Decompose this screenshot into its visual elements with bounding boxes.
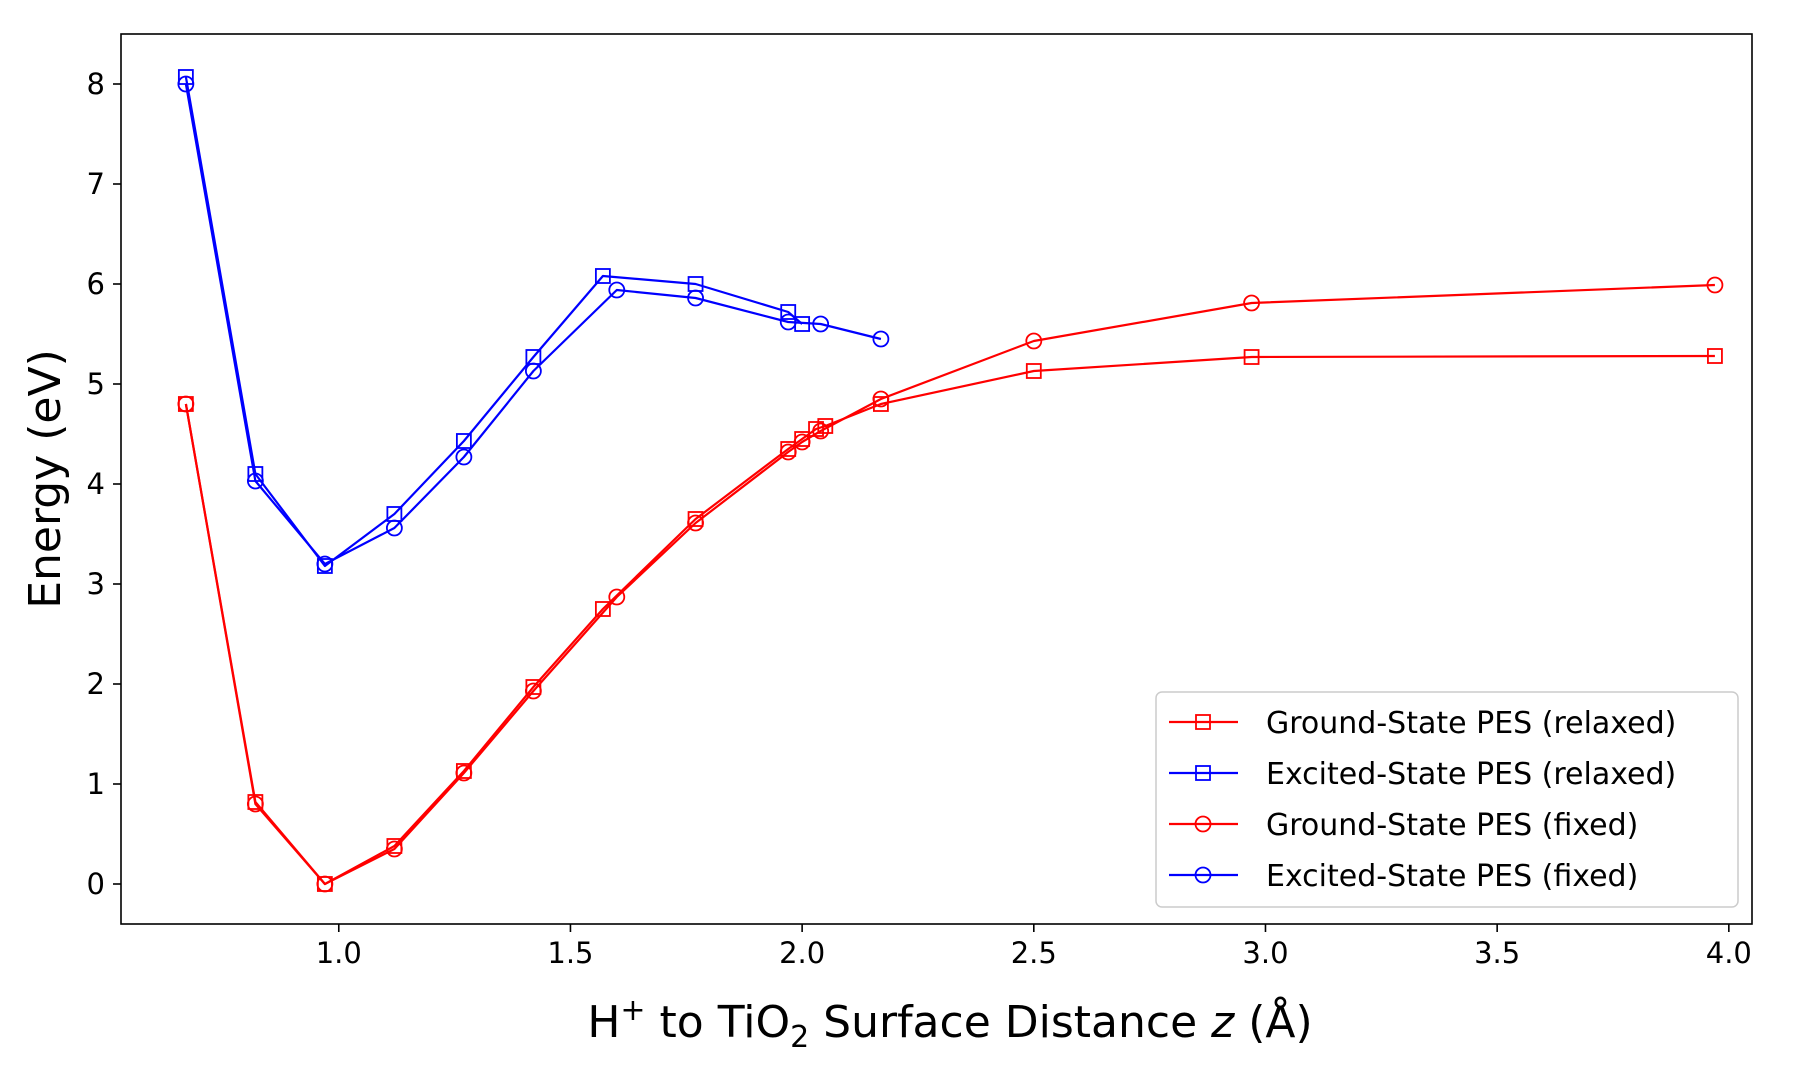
data-point-circle [812,315,830,333]
legend-entry: Ground-State PES (fixed) [1169,808,1638,843]
x-tick-label: 1.5 [547,936,593,970]
y-tick-label: 7 [87,167,105,201]
x-tick-label: 2.0 [779,936,825,970]
series-line [184,283,1715,886]
y-tick-label: 1 [87,767,105,801]
legend-marker-square [1195,714,1211,730]
y-axis: 0 1 2 3 4 5 6 7 8 [87,67,121,901]
legend-entry: Ground-State PES (relaxed) [1169,706,1676,741]
legend-frame [1155,691,1739,908]
data-point-square [1707,348,1723,364]
legend-marker-circle [1194,815,1212,833]
data-point-circle [779,313,797,331]
y-tick-label: 2 [87,667,105,701]
data-point-square [455,433,472,449]
data-point-circle [687,289,704,307]
data-point-circle [793,433,811,451]
legend-label: Excited-State PES (fixed) [1266,859,1638,894]
x-tick-label: 3.0 [1242,936,1288,970]
legend-label: Excited-State PES (relaxed) [1266,757,1676,792]
plot-marks [177,69,1724,893]
x-tick-label: 2.5 [1011,936,1057,970]
y-axis-label: Energy (eV) [20,349,71,609]
data-point-circle [246,795,264,813]
data-point-circle [385,840,403,858]
data-point-circle [524,362,542,380]
x-axis: 1.0 1.5 2.0 2.5 3.0 3.5 4.0 [316,924,1752,970]
series-line [184,83,882,566]
y-tick-label: 6 [87,267,105,301]
legend: Ground-State PES (relaxed) Excited-State … [1155,691,1739,908]
data-point-circle [316,555,334,573]
data-point-circle [1243,294,1260,312]
x-tick-label: 4.0 [1706,936,1752,970]
data-point-circle [177,75,195,93]
data-point-square [872,396,889,412]
data-point-circle [246,472,264,490]
data-point-circle [608,281,626,299]
data-point-square [1025,363,1042,379]
series-line [184,354,1715,886]
data-point-circle [812,422,830,440]
data-point-circle [687,514,704,532]
data-point-circle [1025,332,1043,350]
data-point-square [594,601,611,617]
data-point-circle [1706,276,1724,294]
data-point-circle [524,682,542,700]
y-tick-label: 4 [87,467,105,501]
data-point-circle [872,390,890,408]
x-axis-label: H+ to TiO2 Surface Distance z (Å) [587,993,1312,1055]
data-point-square [177,69,194,85]
legend-marker-circle [1194,866,1212,884]
series-4 [177,75,890,573]
legend-label: Ground-State PES (relaxed) [1266,706,1676,741]
series-3 [177,276,1724,893]
legend-marker-square [1195,765,1211,781]
data-point-circle [455,448,473,466]
data-point-circle [455,764,473,782]
data-point-circle [608,588,626,606]
data-point-circle [385,519,403,537]
x-tick-label: 3.5 [1474,936,1520,970]
legend-label: Ground-State PES (fixed) [1266,808,1638,843]
data-point-square [780,304,797,320]
data-point-circle [316,875,334,893]
data-point-square [594,268,611,284]
data-point-circle [177,395,195,413]
y-tick-label: 8 [87,67,105,101]
legend-entry: Excited-State PES (relaxed) [1169,757,1676,792]
plot-frame [120,33,1753,925]
legend-entry: Excited-State PES (fixed) [1169,859,1638,894]
data-point-circle [779,443,797,461]
y-tick-label: 5 [87,367,105,401]
series-line [184,76,803,568]
y-tick-label: 3 [87,567,105,601]
y-tick-label: 0 [87,867,105,901]
data-point-circle [872,330,890,348]
data-point-square [1243,349,1260,365]
x-tick-label: 1.0 [316,936,362,970]
